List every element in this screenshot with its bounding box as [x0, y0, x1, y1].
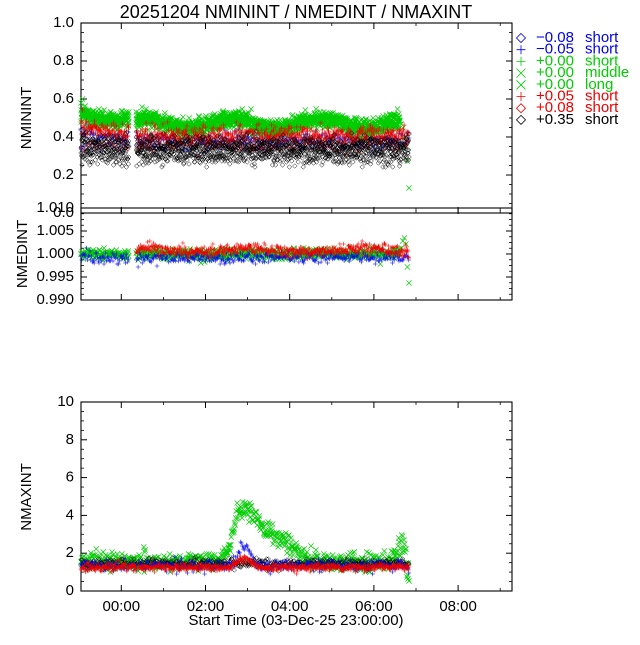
svg-text:+0.35: +0.35	[536, 111, 574, 128]
svg-text:0.4: 0.4	[53, 128, 74, 145]
svg-text:0.2: 0.2	[53, 166, 74, 183]
svg-text:Start Time (03-Dec-25 23:00:00: Start Time (03-Dec-25 23:00:00)	[188, 612, 403, 629]
svg-text:10: 10	[57, 393, 74, 410]
svg-text:0: 0	[66, 582, 74, 599]
svg-text:1.010: 1.010	[36, 199, 74, 216]
svg-text:20251204 NMININT / NMEDINT / N: 20251204 NMININT / NMEDINT / NMAXINT	[120, 2, 472, 22]
svg-text:00:00: 00:00	[103, 598, 141, 615]
svg-text:short: short	[585, 111, 619, 128]
svg-text:0.990: 0.990	[36, 291, 74, 308]
svg-text:4: 4	[66, 506, 74, 523]
svg-text:NMININT: NMININT	[18, 87, 35, 150]
svg-text:0.6: 0.6	[53, 90, 74, 107]
svg-text:6: 6	[66, 469, 74, 486]
svg-text:0.8: 0.8	[53, 52, 74, 69]
svg-text:1.000: 1.000	[36, 245, 74, 262]
svg-text:NMEDINT: NMEDINT	[14, 220, 31, 288]
svg-text:2: 2	[66, 544, 74, 561]
svg-text:08:00: 08:00	[439, 598, 477, 615]
svg-text:1.0: 1.0	[53, 14, 74, 31]
svg-text:1.005: 1.005	[36, 222, 74, 239]
svg-text:0.995: 0.995	[36, 268, 74, 285]
svg-text:8: 8	[66, 431, 74, 448]
svg-text:NMAXINT: NMAXINT	[18, 463, 35, 531]
